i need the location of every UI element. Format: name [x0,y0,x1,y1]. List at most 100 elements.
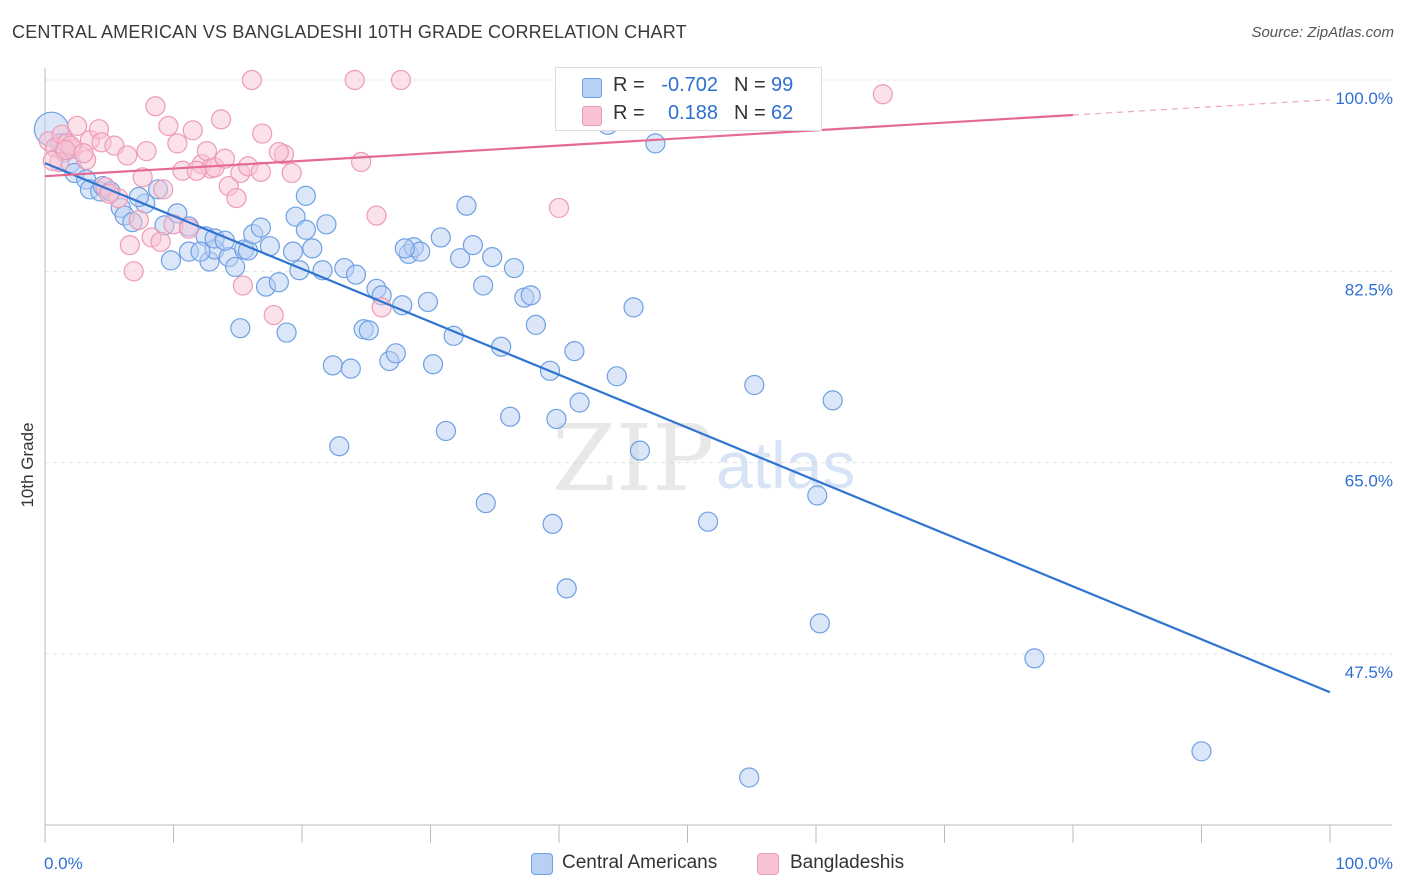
tick-labels: 100.0% 82.5% 65.0% 47.5% 0.0% 100.0% [44,89,1393,873]
point-central-american [462,234,484,256]
watermark-atlas: atlas [716,428,855,502]
watermark-zip: ZIP [552,405,714,512]
point-central-american [503,257,525,279]
point-central-american [809,613,830,634]
point-bangladeshi [167,133,188,154]
n-label: N = [734,102,766,124]
point-bangladeshi [344,69,365,91]
point-central-american [276,322,297,343]
point-central-american [417,291,439,313]
watermark: ZIP atlas [552,405,855,512]
point-bangladeshi [210,109,232,130]
point-central-american [1024,648,1045,669]
point-central-american [606,366,627,387]
legend-row-bangladeshis: R = 0.188 N = 62 [556,100,821,128]
point-central-american [542,513,563,534]
point-central-american [430,227,451,248]
r-label: R = [613,102,645,124]
point-bangladeshi [119,234,140,256]
point-bangladeshi [548,197,570,219]
point-central-american [394,238,415,259]
point-bangladeshi [158,115,179,137]
point-central-american [322,355,343,376]
point-central-american [697,511,719,532]
point-central-american [295,219,316,240]
point-central-american [744,374,765,396]
point-central-american [629,440,651,461]
point-bangladeshi [250,161,271,182]
stats-legend: R = -0.702 N = 99 R = 0.188 N = 62 [555,67,822,131]
n-value: 62 [771,102,794,124]
point-bangladeshi [67,115,88,137]
point-bangladeshi [136,140,157,162]
r-value: 0.188 [667,102,718,124]
legend-row-central-americans: R = -0.702 N = 99 [556,72,821,100]
legend-label: Bangladeshis [790,852,905,873]
point-central-american [822,390,843,411]
point-bangladeshi [263,304,284,326]
legend-label: Central Americans [562,852,718,873]
chart-title: CENTRAL AMERICAN VS BANGLADESHI 10TH GRA… [12,22,687,42]
point-bangladeshi [55,139,76,161]
point-bangladeshi [241,69,262,91]
point-bangladeshi [226,187,247,209]
legend-swatch [757,853,779,875]
point-central-american [268,272,289,293]
y-tick-label: 47.5% [1345,663,1393,682]
point-central-american [295,185,316,206]
x-tick-label: 100.0% [1335,854,1393,873]
point-central-american [739,767,760,788]
point-bangladeshi [145,96,166,117]
point-central-american [564,341,585,362]
point-central-american [230,318,251,339]
y-axis-label: 10th Grade [18,422,37,508]
point-central-american [546,408,567,430]
point-central-american [449,248,471,269]
point-bangladeshi [182,120,203,141]
source-label: Source: ZipAtlas.com [1251,24,1394,41]
trend-line-bangladeshis [44,113,1074,178]
point-central-american [160,250,182,271]
point-bangladeshi [128,209,149,231]
n-value: 99 [771,74,794,96]
point-bangladeshi [232,275,253,296]
point-central-american [225,256,246,278]
point-central-american [190,241,211,262]
point-bangladeshi [366,205,387,226]
point-central-american [422,354,444,375]
n-label: N = [734,74,766,96]
y-tick-label: 82.5% [1345,280,1393,299]
point-bangladeshi [153,179,174,200]
point-central-american [556,578,577,599]
point-bangladeshi [42,150,63,172]
point-central-american [385,343,406,364]
point-bangladeshi [132,167,153,188]
trend-line-central-americans [44,162,1331,694]
trend-lines [44,99,1331,694]
point-central-american [358,320,379,341]
r-label: R = [613,74,645,96]
point-bangladeshi [252,123,273,144]
legend-swatch [531,853,553,875]
point-central-american [282,241,304,262]
point-central-american [316,214,337,235]
point-bangladeshi [268,142,289,163]
point-bangladeshi [117,145,138,166]
trend-line-extension [1072,99,1331,116]
point-central-american [435,420,457,442]
point-bangladeshi [73,143,94,164]
point-central-american [500,406,521,427]
point-central-american [482,247,503,268]
point-bangladeshi [351,151,372,173]
legend-swatch-central-americans [582,78,602,98]
point-central-american [329,436,350,457]
point-central-american [520,285,541,306]
y-tick-label: 65.0% [1345,472,1393,491]
r-value: -0.702 [661,74,718,96]
point-central-american [569,392,590,413]
legend-swatch-bangladeshis [582,106,602,126]
point-central-american [1191,741,1212,762]
point-bangladeshi [150,231,171,252]
x-tick-label: 0.0% [44,854,83,873]
